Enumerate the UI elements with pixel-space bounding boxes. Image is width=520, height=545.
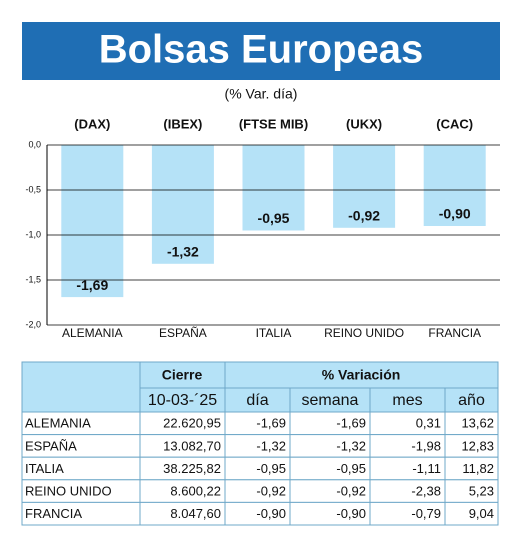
table-cell: -1,69	[256, 416, 286, 431]
value-label: -1,32	[167, 244, 199, 260]
table-cell: 5,23	[469, 484, 494, 499]
table-cell: -0,90	[336, 506, 366, 521]
row-label: ESPAÑA	[25, 438, 77, 453]
group-header: Cierre	[162, 367, 203, 383]
table-header-bg	[21, 361, 499, 413]
table-cell: -1,32	[336, 438, 366, 453]
bar	[423, 145, 486, 226]
index-label: (UKX)	[346, 116, 382, 131]
index-label: (DAX)	[74, 116, 110, 131]
table-cell: 9,04	[469, 506, 494, 521]
bar	[151, 145, 214, 264]
bar	[333, 145, 396, 228]
table-cell: 13.082,70	[163, 438, 221, 453]
chart-subtitle: (% Var. día)	[225, 86, 298, 102]
x-tick-label: REINO UNIDO	[324, 326, 404, 340]
table-cell: 11,82	[462, 461, 494, 476]
value-label: -0,95	[258, 210, 290, 226]
table-cell: -1,69	[336, 416, 366, 431]
column-header: año	[458, 392, 485, 409]
x-tick-label: ALEMANIA	[62, 326, 123, 340]
row-label: REINO UNIDO	[25, 484, 112, 499]
value-label: -1,69	[76, 277, 108, 293]
bar	[242, 145, 305, 231]
table-cell: -1,11	[412, 461, 441, 476]
table-cell: -0,95	[336, 461, 366, 476]
table-cell: 12,83	[461, 438, 494, 453]
column-header: día	[246, 392, 268, 409]
x-tick-label: ESPAÑA	[159, 326, 207, 340]
column-header: mes	[392, 392, 422, 409]
index-label: (CAC)	[436, 116, 473, 131]
table-cell: -1,98	[411, 438, 441, 453]
column-header: 10-03-´25	[148, 392, 217, 409]
x-tick-label: ITALIA	[256, 326, 292, 340]
y-tick-label: -0,5	[25, 184, 41, 194]
table-cell: 0,31	[416, 416, 441, 431]
column-header: semana	[302, 392, 359, 409]
table-cell: -1,32	[256, 438, 286, 453]
table-cell: -0,95	[256, 461, 286, 476]
chart-title: Bolsas Europeas	[99, 28, 424, 72]
table-cell: 8.047,60	[170, 506, 221, 521]
y-tick-label: -2,0	[25, 319, 41, 329]
row-label: ITALIA	[25, 461, 64, 476]
value-label: -0,92	[348, 208, 380, 224]
table-row	[21, 501, 499, 526]
table-cell: 22.620,95	[163, 416, 221, 431]
table-cell: -0,90	[256, 506, 286, 521]
row-label: ALEMANIA	[25, 416, 91, 431]
index-label: (IBEX)	[163, 116, 202, 131]
bar	[61, 145, 124, 298]
row-label: FRANCIA	[25, 506, 82, 521]
table-cell: -2,38	[411, 484, 441, 499]
value-label: -0,90	[439, 206, 471, 222]
table-cell: 8.600,22	[170, 484, 221, 499]
table-cell: 38.225,82	[163, 461, 221, 476]
table-cell: 13,62	[461, 416, 494, 431]
y-tick-label: -1,5	[25, 274, 41, 284]
title-banner	[22, 22, 500, 80]
table-cell: -0,79	[411, 506, 441, 521]
y-tick-label: -1,0	[25, 229, 41, 239]
index-label: (FTSE MIB)	[239, 116, 308, 131]
group-header: % Variación	[322, 367, 401, 383]
table-cell: -0,92	[336, 484, 366, 499]
y-tick-label: 0,0	[28, 139, 41, 149]
table-cell: -0,92	[256, 484, 286, 499]
x-tick-label: FRANCIA	[428, 326, 481, 340]
